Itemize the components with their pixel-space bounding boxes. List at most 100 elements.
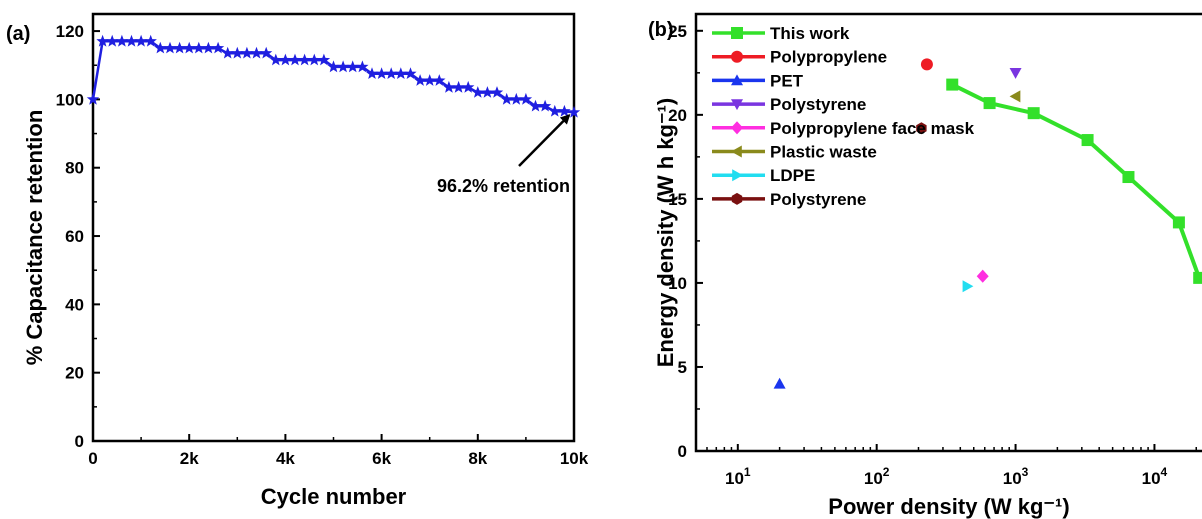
legend-label: Polystyrene [770,190,866,209]
retention-point [106,34,119,47]
y-tick-label-b: 0 [678,442,687,461]
legend-label: Polypropylene face mask [770,119,975,138]
retention-point [202,41,215,54]
x-tick-label-a: 10k [560,449,589,468]
series-point-6 [962,280,974,293]
x-tick-label-b: 102 [864,465,890,488]
x-tick-label-b: 101 [725,465,751,488]
retention-point [404,67,417,79]
retention-point [250,46,263,59]
x-tick-label-a: 2k [180,449,199,468]
retention-line [91,40,575,114]
y-tick-label-a: 0 [75,432,84,451]
y-tick-label-a: 40 [65,295,84,314]
retention-point [442,80,456,93]
legend-label: This work [770,24,850,43]
retention-point [192,41,205,54]
retention-point [279,53,292,66]
series-point-0 [983,97,996,110]
x-axis-label-b: Power density (W kg⁻¹) [828,494,1069,519]
series-point-0 [1122,171,1135,184]
legend-marker [731,50,743,63]
retention-point [462,80,475,93]
retention-point [96,34,109,47]
legend-label: LDPE [770,166,815,185]
retention-point [490,86,504,98]
panel-label-a: (a) [6,23,30,45]
y-tick-label-a: 20 [65,364,84,383]
retention-point [423,74,436,86]
legend-marker [731,121,743,135]
legend-label: Polypropylene [770,48,887,67]
legend-marker [731,74,743,86]
y-tick-label-a: 80 [65,159,84,178]
retention-point [115,34,128,47]
panel-label-b: (b) [648,19,674,41]
y-axis-label-a: % Capacitance retention [22,110,47,366]
retention-point [481,86,494,98]
series-point-1 [920,58,933,71]
y-tick-label-b: 10 [668,274,687,293]
legend-label: Polystyrene [770,95,866,114]
series-point-0 [946,78,959,91]
x-tick-label-a: 6k [372,449,391,468]
y-tick-label-a: 60 [65,227,84,246]
retention-point [327,60,340,73]
retention-point [539,99,552,112]
retention-point [240,46,254,59]
retention-point [125,34,138,47]
y-tick-label-b: 15 [668,190,687,209]
retention-point [211,41,225,54]
retention-point [154,41,167,54]
x-tick-label-a: 4k [276,449,295,468]
retention-point [471,86,484,98]
retention-point [336,60,350,73]
plot-area-b [773,58,1202,389]
retention-point [500,92,513,105]
legend-marker [731,99,743,111]
series-point-0 [1081,134,1094,147]
x-tick-label-b: 104 [1142,465,1168,488]
retention-point [173,41,186,54]
panel-b: 101 102 103 104 0 5 10 15 20 25 Power density (W k… [648,12,1202,519]
retention-point [144,34,157,47]
retention-point [558,104,571,117]
annotation-arrow [518,113,571,167]
retention-point [548,104,561,117]
series-point-5 [1009,90,1021,103]
legend-marker [731,145,742,158]
retention-point [385,67,398,79]
legend-label: Plastic waste [770,143,877,162]
retention-point [269,53,282,66]
y-axis-label-b: Energy density (W h kg⁻¹) [653,98,678,368]
retention-point [86,92,100,105]
retention-point [519,92,533,105]
retention-point [452,80,465,93]
legend-marker [732,169,743,182]
y-tick-label-a: 100 [56,90,84,109]
retention-point [260,46,273,59]
retention-point [163,41,177,54]
x-tick-label-b: 103 [1003,465,1029,488]
x-axis-label-a: Cycle number [261,484,407,509]
annotation-label: 96.2% retention [437,176,570,196]
retention-point [288,53,302,66]
series-point-2 [773,377,786,389]
legend-marker [731,27,743,39]
legend-marker [731,192,743,205]
y-tick-label-b: 5 [678,358,687,377]
y-tick-label-b: 25 [668,22,687,41]
retention-point [413,74,427,86]
retention-point [317,53,331,66]
retention-point [356,60,369,73]
retention-point [529,99,542,112]
retention-point [365,67,379,79]
retention-point [394,67,407,79]
x-tick-label-a: 0 [88,449,97,468]
y-tick-label-a: 120 [56,22,84,41]
series-point-3 [1009,68,1022,79]
retention-point [134,34,148,47]
retention-point [231,46,244,59]
retention-point [221,46,234,59]
